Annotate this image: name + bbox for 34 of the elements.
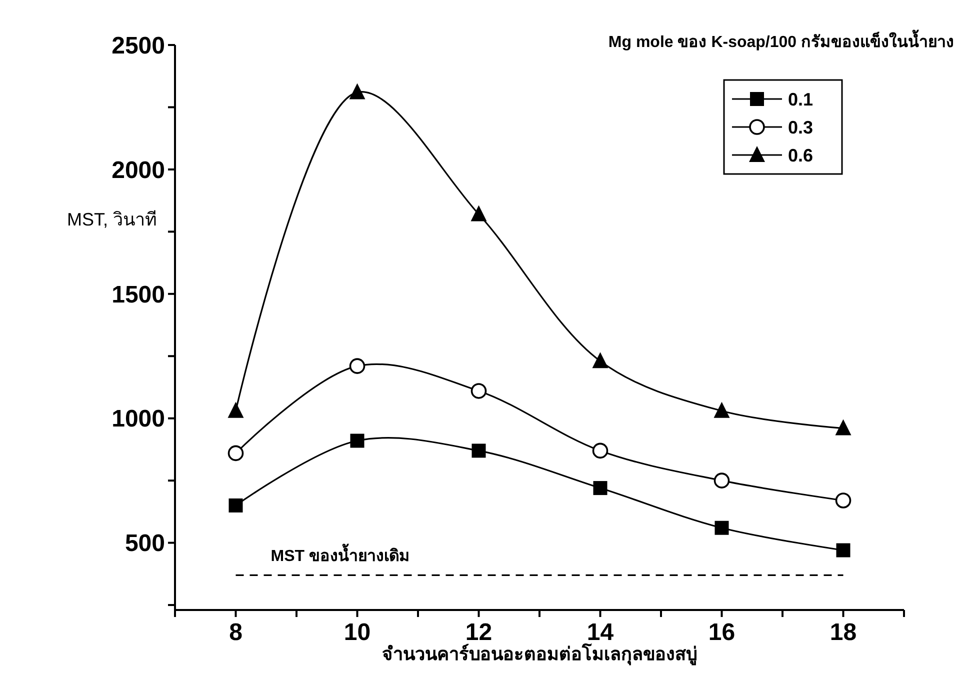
- point: [228, 498, 243, 512]
- point: [593, 481, 608, 496]
- point: [472, 444, 486, 458]
- point: [349, 358, 366, 374]
- y-axis-title: MST, วินาที: [66, 210, 157, 230]
- x-axis-title: จำนวนคาร์บอนอะตอมต่อโมเลกุลของสบู่: [382, 643, 697, 666]
- point: [835, 492, 852, 508]
- y-tick-label: 2000: [112, 156, 165, 184]
- y-tick-label: 500: [124, 530, 165, 558]
- x-tick-label: 16: [708, 619, 736, 646]
- legend-label: 0.6: [788, 145, 814, 166]
- ref-line-label: MST ของน้ำยางเดิม: [270, 543, 410, 566]
- legend-label: 0.3: [788, 117, 814, 138]
- x-tick-label: 10: [344, 619, 371, 646]
- point: [228, 402, 244, 418]
- point: [714, 472, 730, 488]
- point: [350, 434, 364, 448]
- point: [470, 383, 487, 399]
- point: [835, 419, 852, 436]
- x-tick-label: 8: [229, 619, 242, 646]
- point: [714, 402, 730, 418]
- point: [714, 520, 729, 535]
- point: [470, 205, 487, 222]
- point: [592, 442, 608, 459]
- x-tick-label: 18: [830, 619, 857, 646]
- legend-label: 0.1: [788, 89, 814, 110]
- point: [836, 543, 850, 558]
- y-tick-label: 1000: [112, 406, 165, 433]
- y-tick-label: 2500: [112, 32, 165, 60]
- legend-title: Mg mole ของ K-soap/100 กรัมของแข็งในน้ำยาง: [608, 29, 954, 51]
- point: [592, 352, 608, 368]
- point: [349, 83, 366, 100]
- point: [228, 445, 244, 462]
- y-tick-label: 1500: [112, 281, 165, 308]
